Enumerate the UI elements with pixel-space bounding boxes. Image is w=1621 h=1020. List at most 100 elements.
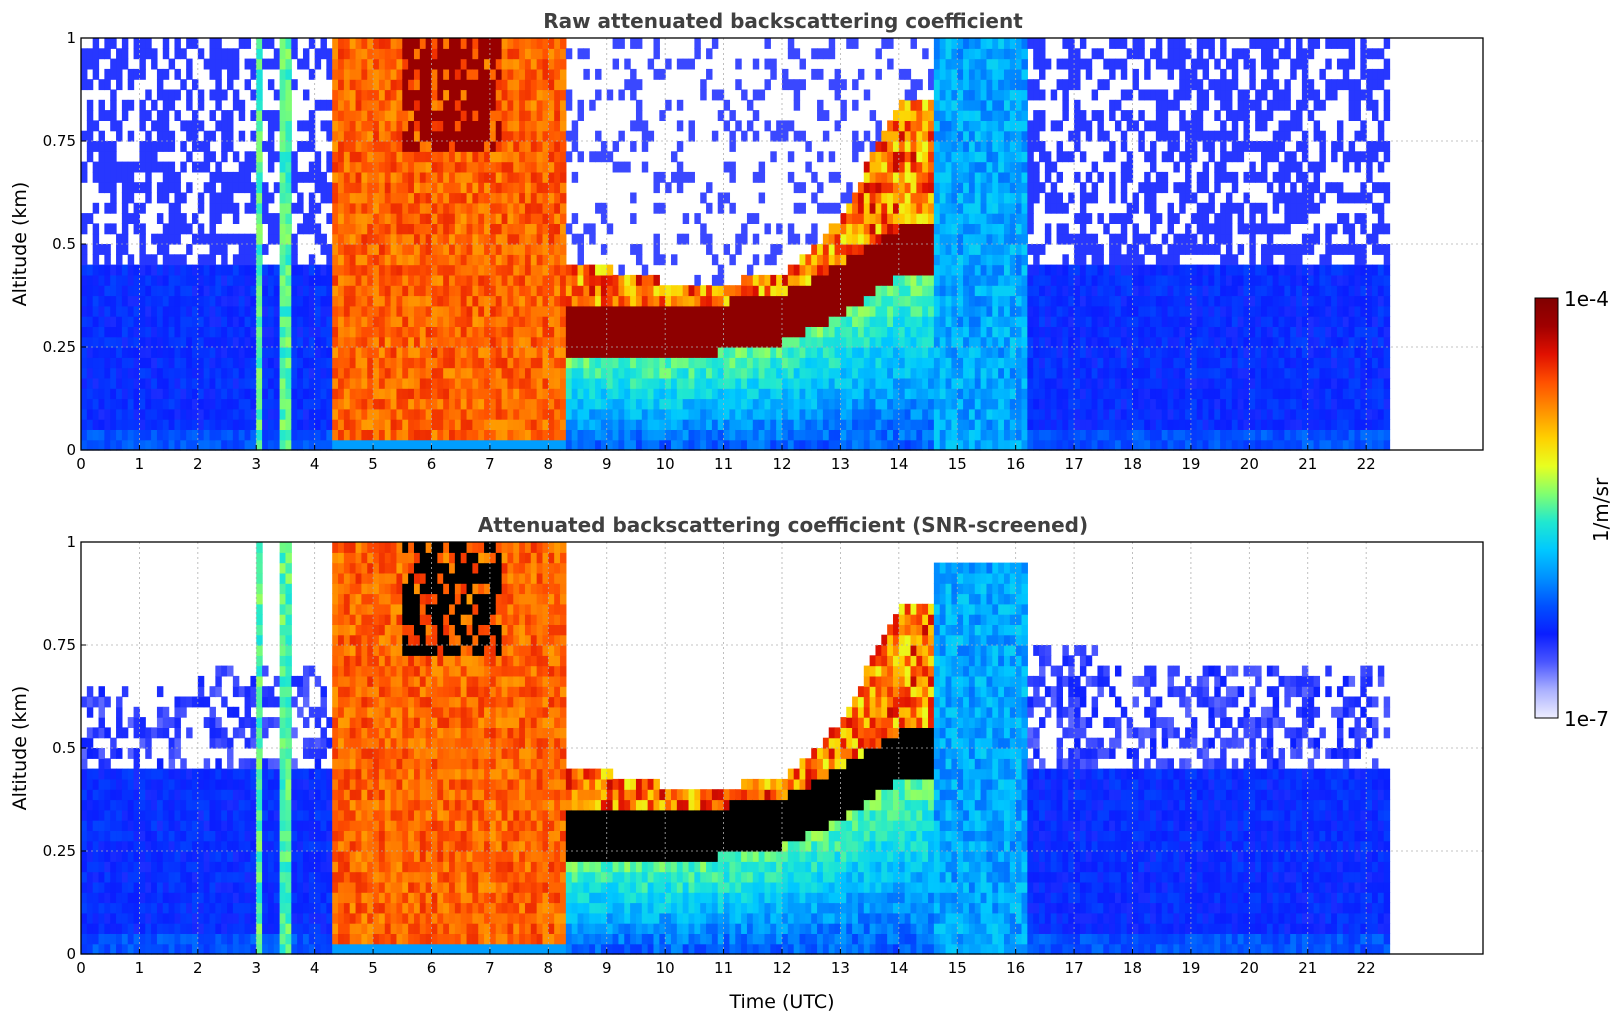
heatmap-cell [630,120,637,132]
heatmap-cell [898,223,906,235]
heatmap-cell [197,429,205,441]
heatmap-cell [986,408,993,420]
heatmap-cell [612,398,620,410]
heatmap-cell [402,192,409,204]
heatmap-cell [776,326,783,338]
heatmap-cell [968,233,976,245]
heatmap-cell [472,398,479,410]
heatmap-cell [787,408,795,420]
heatmap-cell [519,233,526,245]
heatmap-cell [390,264,398,276]
heatmap-cell [554,151,561,163]
heatmap-cell [694,377,701,389]
heatmap-cell [857,274,865,286]
heatmap-cell [513,161,520,173]
heatmap-cell [238,377,246,389]
heatmap-cell [589,274,596,286]
heatmap-cell [928,223,935,235]
heatmap-cell [361,285,368,297]
heatmap-cell [980,305,988,317]
heatmap-cell [688,58,695,70]
heatmap-cell [735,79,742,91]
heatmap-cell [279,285,287,297]
heatmap-cell [478,223,485,235]
heatmap-cell [326,68,333,80]
heatmap-cell [256,305,263,317]
heatmap-cell [297,58,304,70]
heatmap-cell [361,419,368,430]
heatmap-cell [565,316,573,327]
heatmap-cell [524,48,532,60]
heatmap-cell [478,89,485,101]
heatmap-cell [384,398,392,410]
heatmap-cell [162,264,170,276]
heatmap-cell [998,233,1005,245]
heatmap-cell [635,367,643,379]
heatmap-cell [291,285,298,297]
heatmap-cell [437,336,444,348]
heatmap-cell [478,79,485,91]
heatmap-cell [127,439,135,451]
heatmap-cell [968,398,976,410]
heatmap-cell [998,408,1005,420]
heatmap-cell [793,429,801,441]
heatmap-cell [571,336,579,348]
heatmap-cell [706,202,713,214]
heatmap-cell [787,398,795,410]
heatmap-cell [478,388,485,400]
heatmap-cell [536,141,544,152]
heatmap-cell [828,274,836,286]
heatmap-cell [875,233,882,245]
heatmap-cell [875,439,882,451]
heatmap-cell [279,347,287,358]
heatmap-cell [998,419,1005,430]
heatmap-cell [711,326,719,338]
heatmap-cell [624,408,631,420]
heatmap-cell [676,161,684,173]
raw-panel-title: Raw attenuated backscattering coefficien… [543,9,1023,33]
heatmap-cell [700,388,707,400]
heatmap-cell [910,264,917,276]
heatmap-cell [127,99,135,111]
heatmap-cell [571,398,579,410]
heatmap-cell [443,120,450,132]
heatmap-cell [717,192,725,204]
heatmap-cell [104,305,111,317]
heatmap-cell [793,388,801,400]
heatmap-cell [133,367,141,379]
heatmap-cell [530,223,538,235]
heatmap-cell [437,171,444,183]
heatmap-cell [408,223,415,235]
heatmap-cell [764,274,771,286]
heatmap-cell [419,398,427,410]
heatmap-cell [1003,388,1011,400]
heatmap-cell [922,295,929,307]
heatmap-cell [156,357,164,369]
heatmap-cell [308,130,316,142]
heatmap-cell [92,347,100,358]
heatmap-cell [548,357,555,369]
heatmap-cell [828,285,836,297]
heatmap-cell [349,419,357,430]
heatmap-cell [945,141,953,152]
heatmap-cell [974,274,982,286]
heatmap-cell [887,305,894,317]
heatmap-cell [110,38,117,49]
heatmap-cell [338,182,345,194]
heatmap-cell [320,171,327,183]
heatmap-cell [542,79,549,91]
heatmap-cell [706,398,713,410]
heatmap-cell [489,347,497,358]
heatmap-cell [215,377,222,389]
heatmap-cell [507,316,514,327]
heatmap-cell [314,295,322,307]
heatmap-cell [524,192,532,204]
heatmap-cell [443,326,450,338]
heatmap-cell [530,388,538,400]
heatmap-cell [285,48,292,60]
heatmap-cell [209,213,216,224]
heatmap-cell [980,89,988,101]
heatmap-cell [846,274,853,286]
heatmap-cell [86,357,94,369]
heatmap-cell [495,110,503,121]
